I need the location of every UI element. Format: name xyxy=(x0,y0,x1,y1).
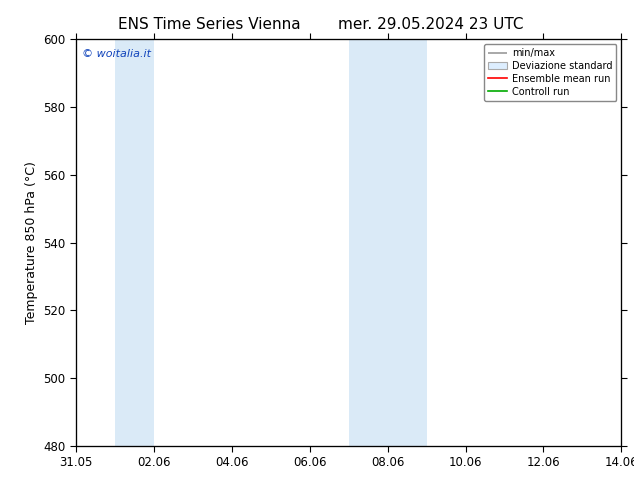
Legend: min/max, Deviazione standard, Ensemble mean run, Controll run: min/max, Deviazione standard, Ensemble m… xyxy=(484,44,616,100)
Text: ENS Time Series Vienna: ENS Time Series Vienna xyxy=(118,17,301,32)
Text: mer. 29.05.2024 23 UTC: mer. 29.05.2024 23 UTC xyxy=(339,17,524,32)
Bar xyxy=(349,39,427,446)
Text: © woitalia.it: © woitalia.it xyxy=(82,49,150,59)
Bar xyxy=(115,39,154,446)
Y-axis label: Temperature 850 hPa (°C): Temperature 850 hPa (°C) xyxy=(25,161,38,324)
